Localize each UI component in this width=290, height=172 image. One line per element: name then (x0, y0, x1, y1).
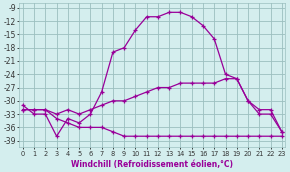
X-axis label: Windchill (Refroidissement éolien,°C): Windchill (Refroidissement éolien,°C) (71, 159, 233, 169)
